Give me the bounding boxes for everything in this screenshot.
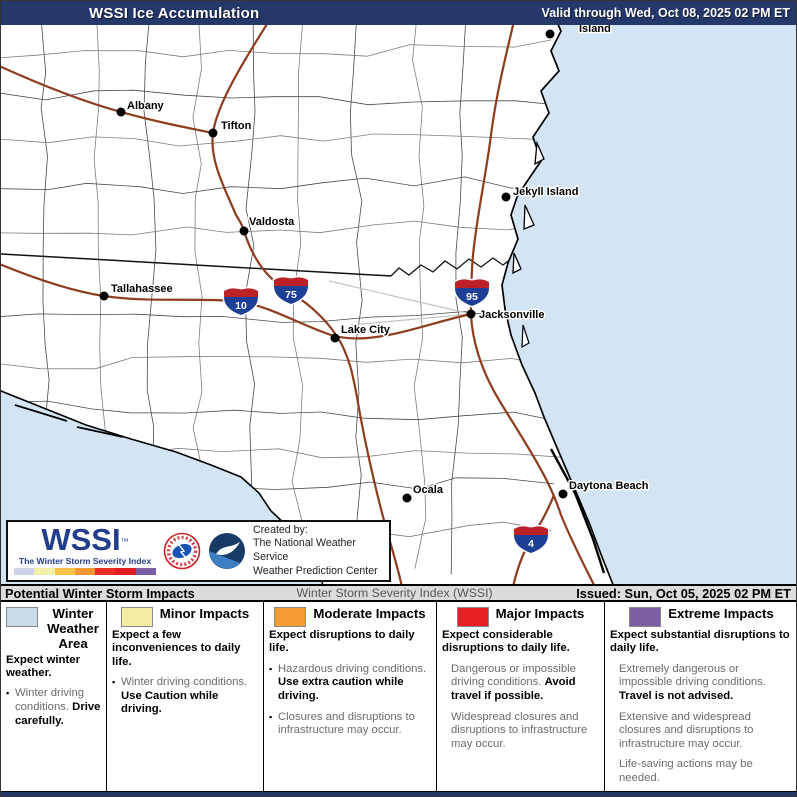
city-label-tallahassee: Tallahassee <box>111 283 173 295</box>
extreme-swatch <box>629 607 662 627</box>
severity-color-strip <box>14 568 156 575</box>
road-i95 <box>469 25 595 584</box>
legend: Winter Weather Area Expect winter weathe… <box>1 602 796 791</box>
wssi-logo-text: WSSI <box>41 522 121 557</box>
legend-item: Dangerous or impossible driving conditio… <box>451 662 576 702</box>
legend-item: Extremely dangerous or impossible drivin… <box>619 662 766 702</box>
wssi-index-label: Winter Storm Severity Index (WSSI) <box>296 586 493 600</box>
atlantic-coastline <box>501 25 614 584</box>
svg-text:10: 10 <box>235 300 247 312</box>
legend-intro: Expect substantial disruptions to daily … <box>610 629 790 655</box>
moderate-swatch <box>274 607 307 627</box>
major-swatch <box>456 607 489 627</box>
city-dot-ocala <box>402 493 412 503</box>
wssi-logo-box: WSSI™ The Winter Storm Severity Index Cr… <box>6 520 391 582</box>
city-dot-lake-city <box>330 333 340 343</box>
city-dot-jekyll-island <box>501 192 511 202</box>
wssi-wordmark: WSSI™ The Winter Storm Severity Index <box>14 524 156 575</box>
legend-item: ▪ Closures and disruptions to infrastruc… <box>269 710 415 737</box>
interstate-shield-4: 4 <box>512 524 550 555</box>
secondary-roads <box>328 280 472 326</box>
legend-col-extreme: Extreme Impacts Expect substantial disru… <box>605 602 796 791</box>
issued-label: Issued: Sun, Oct 05, 2025 02 PM ET <box>576 585 791 601</box>
city-label-partial-island: Island <box>579 25 611 35</box>
legend-col-minor: Minor Impacts Expect a few inconvenience… <box>107 602 264 791</box>
wssi-tagline: The Winter Storm Severity Index <box>18 556 152 566</box>
winter-weather-swatch <box>6 607 38 627</box>
noaa-seal-icon <box>209 533 245 569</box>
nws-seal-icon <box>163 532 201 570</box>
city-dot-tifton <box>208 128 218 138</box>
barrier-islands <box>14 140 606 574</box>
impacts-title-bar: Potential Winter Storm Impacts Winter St… <box>1 584 796 602</box>
minor-swatch <box>120 607 153 627</box>
interstate-shield-75: 75 <box>272 275 310 306</box>
legend-title: Winter Weather Area <box>47 606 99 652</box>
header-bar: WSSI Ice Accumulation Valid through Wed,… <box>1 1 796 25</box>
created-by-label: Created by: <box>253 523 308 536</box>
city-dot-daytona-beach <box>558 489 568 499</box>
legend-title: Extreme Impacts <box>668 606 774 621</box>
credit-text: Created by: The National Weather Service… <box>253 524 383 578</box>
interstate-shield-95: 95 <box>453 277 491 308</box>
city-label-jekyll-island: Jekyll Island <box>513 186 578 198</box>
legend-intro: Expect winter weather. <box>6 653 81 679</box>
legend-intro: Expect disruptions to daily life. <box>269 629 415 655</box>
map-area: 10 75 95 4 Alb <box>1 25 796 584</box>
state-boundary-line <box>1 253 392 277</box>
city-label-valdosta: Valdosta <box>249 216 295 228</box>
valid-through-label: Valid through Wed, Oct 08, 2025 02 PM ET <box>541 6 790 20</box>
city-label-ocala: Ocala <box>413 484 444 496</box>
atlantic-ocean <box>502 25 796 584</box>
city-dot-jacksonville <box>466 309 476 319</box>
legend-item: ▪ Winter driving conditions. Use Caution… <box>112 676 248 716</box>
city-dot-valdosta <box>239 226 249 236</box>
city-label-daytona-beach: Daytona Beach <box>569 480 649 492</box>
legend-item: ▪ Winter driving conditions. Drive caref… <box>6 687 101 727</box>
city-dot-partial-island <box>545 29 555 39</box>
org-line-2: Weather Prediction Center <box>253 564 378 577</box>
legend-item: Life-saving actions may be needed. <box>619 758 753 784</box>
city-label-tifton: Tifton <box>221 120 252 132</box>
legend-title: Minor Impacts <box>159 606 250 621</box>
page-title: WSSI Ice Accumulation <box>89 4 260 22</box>
impacts-title: Potential Winter Storm Impacts <box>5 585 195 601</box>
legend-title: Moderate Impacts <box>313 606 426 621</box>
state-boundary-river <box>390 257 512 277</box>
city-dot-tallahassee <box>99 291 109 301</box>
county-boundaries <box>1 25 561 577</box>
city-label-lake-city: Lake City <box>341 324 391 336</box>
legend-col-moderate: Moderate Impacts Expect disruptions to d… <box>264 602 437 791</box>
legend-item: Extensive and widespread closures and di… <box>619 710 754 750</box>
svg-text:4: 4 <box>528 538 534 550</box>
legend-col-major: Major Impacts Expect considerable disrup… <box>437 602 605 791</box>
legend-item: ▪ Hazardous driving conditions. Use extr… <box>269 662 427 702</box>
legend-title: Major Impacts <box>495 606 585 621</box>
city-dot-albany <box>116 107 126 117</box>
trademark-symbol: ™ <box>120 537 129 546</box>
city-label-jacksonville: Jacksonville <box>479 309 544 321</box>
svg-text:95: 95 <box>466 291 478 303</box>
city-markers: Albany Tifton Valdosta Jekyll Island Tal… <box>99 25 650 503</box>
legend-intro: Expect a few inconveniences to daily lif… <box>112 629 241 668</box>
legend-item: Widespread closures and disruptions to i… <box>451 710 588 750</box>
city-label-albany: Albany <box>127 100 165 112</box>
legend-intro: Expect considerable disruptions to daily… <box>442 629 570 655</box>
interstate-shield-10: 10 <box>222 286 260 317</box>
legend-col-winter-weather: Winter Weather Area Expect winter weathe… <box>1 602 107 791</box>
bottom-strip <box>1 791 796 796</box>
svg-text:75: 75 <box>285 289 297 301</box>
map-svg: 10 75 95 4 Alb <box>1 25 796 584</box>
org-line-1: The National Weather Service <box>253 537 356 563</box>
